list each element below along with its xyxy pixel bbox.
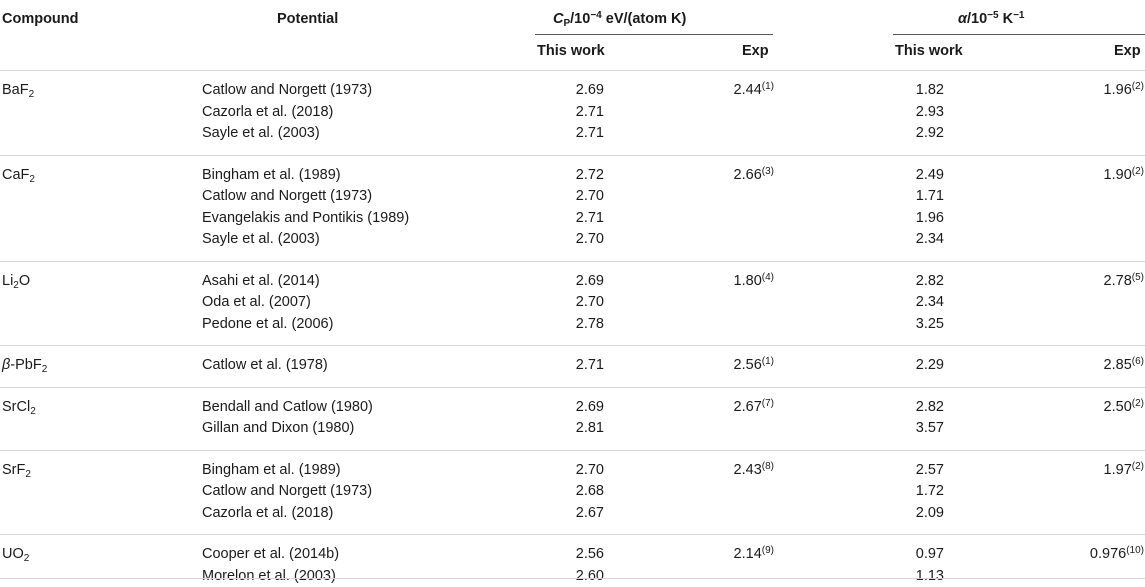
cp-this-work-cell: 2.67 xyxy=(530,503,604,525)
group-divider xyxy=(0,578,1145,579)
compound-cell: CaF2 xyxy=(2,165,35,187)
compound-cell: Li2O xyxy=(2,271,30,293)
group-divider xyxy=(0,345,1145,346)
cp-exp-cell: 2.14(9) xyxy=(700,544,774,566)
potential-cell: Evangelakis and Pontikis (1989) xyxy=(202,208,409,230)
alpha-this-work-cell: 1.72 xyxy=(880,481,944,503)
potential-cell: Catlow and Norgett (1973) xyxy=(202,186,372,208)
alpha-header-rule xyxy=(893,34,1145,35)
cp-this-work-cell: 2.68 xyxy=(530,481,604,503)
group-divider xyxy=(0,534,1145,535)
header-divider xyxy=(0,70,1145,71)
compound-cell: UO2 xyxy=(2,544,29,566)
compound-cell: SrF2 xyxy=(2,460,31,482)
alpha-exp-cell: 2.50(2) xyxy=(1040,397,1144,419)
potential-cell: Catlow and Norgett (1973) xyxy=(202,481,372,503)
group-divider xyxy=(0,155,1145,156)
alpha-exp-cell: 1.97(2) xyxy=(1040,460,1144,482)
alpha-this-work-cell: 2.49 xyxy=(880,165,944,187)
header-compound: Compound xyxy=(2,11,79,27)
potential-cell: Gillan and Dixon (1980) xyxy=(202,418,354,440)
alpha-this-work-cell: 2.82 xyxy=(880,271,944,293)
alpha-exp-cell: 0.976(10) xyxy=(1040,544,1144,566)
potential-cell: Bingham et al. (1989) xyxy=(202,460,341,482)
alpha-exp-cell: 2.85(6) xyxy=(1040,355,1144,377)
alpha-exp-cell: 2.78(5) xyxy=(1040,271,1144,293)
potential-cell: Cooper et al. (2014b) xyxy=(202,544,339,566)
cp-this-work-cell: 2.78 xyxy=(530,314,604,336)
potential-cell: Asahi et al. (2014) xyxy=(202,271,320,293)
potential-cell: Cazorla et al. (2018) xyxy=(202,102,333,124)
group-divider xyxy=(0,450,1145,451)
compound-cell: β-PbF2 xyxy=(2,355,47,377)
header-row-sub: This work Exp This work Exp xyxy=(0,36,1145,70)
group-divider xyxy=(0,261,1145,262)
cp-exp-cell: 2.66(3) xyxy=(700,165,774,187)
cp-this-work-cell: 2.72 xyxy=(530,165,604,187)
cp-this-work-cell: 2.56 xyxy=(530,544,604,566)
header-alpha: α/10−5 K−1 xyxy=(958,11,1024,27)
cp-this-work-cell: 2.69 xyxy=(530,397,604,419)
header-alpha-this-work: This work xyxy=(895,43,963,59)
potential-cell: Bingham et al. (1989) xyxy=(202,165,341,187)
alpha-this-work-cell: 1.13 xyxy=(880,566,944,587)
cp-this-work-cell: 2.71 xyxy=(530,355,604,377)
group-divider xyxy=(0,387,1145,388)
compound-cell: BaF2 xyxy=(2,80,34,102)
alpha-exp-cell: 1.96(2) xyxy=(1040,80,1144,102)
alpha-this-work-cell: 2.93 xyxy=(880,102,944,124)
cp-this-work-cell: 2.69 xyxy=(530,80,604,102)
cp-exp-cell: 2.44(1) xyxy=(700,80,774,102)
cp-exp-cell: 2.67(7) xyxy=(700,397,774,419)
cp-this-work-cell: 2.70 xyxy=(530,292,604,314)
header-potential: Potential xyxy=(277,11,338,27)
alpha-this-work-cell: 2.82 xyxy=(880,397,944,419)
alpha-exp-cell: 1.90(2) xyxy=(1040,165,1144,187)
potential-cell: Catlow and Norgett (1973) xyxy=(202,80,372,102)
potential-cell: Morelon et al. (2003) xyxy=(202,566,336,587)
header-cp-this-work: This work xyxy=(537,43,605,59)
alpha-this-work-cell: 0.97 xyxy=(880,544,944,566)
cp-this-work-cell: 2.71 xyxy=(530,102,604,124)
cp-this-work-cell: 2.69 xyxy=(530,271,604,293)
potential-cell: Bendall and Catlow (1980) xyxy=(202,397,373,419)
alpha-this-work-cell: 1.82 xyxy=(880,80,944,102)
potential-cell: Sayle et al. (2003) xyxy=(202,123,320,145)
cp-this-work-cell: 2.60 xyxy=(530,566,604,587)
potential-cell: Cazorla et al. (2018) xyxy=(202,503,333,525)
header-row-main: Compound Potential CP/10−4 eV/(atom K) α… xyxy=(0,0,1145,36)
cp-exp-cell: 2.56(1) xyxy=(700,355,774,377)
alpha-this-work-cell: 2.57 xyxy=(880,460,944,482)
potential-cell: Pedone et al. (2006) xyxy=(202,314,333,336)
alpha-this-work-cell: 2.34 xyxy=(880,292,944,314)
header-cp-exp: Exp xyxy=(742,43,769,59)
cp-exp-cell: 2.43(8) xyxy=(700,460,774,482)
alpha-this-work-cell: 1.96 xyxy=(880,208,944,230)
cp-this-work-cell: 2.71 xyxy=(530,123,604,145)
alpha-this-work-cell: 3.25 xyxy=(880,314,944,336)
alpha-this-work-cell: 2.09 xyxy=(880,503,944,525)
alpha-this-work-cell: 2.29 xyxy=(880,355,944,377)
potential-cell: Sayle et al. (2003) xyxy=(202,229,320,251)
cp-this-work-cell: 2.70 xyxy=(530,186,604,208)
header-cp: CP/10−4 eV/(atom K) xyxy=(553,11,686,27)
cp-exp-cell: 1.80(4) xyxy=(700,271,774,293)
potential-cell: Oda et al. (2007) xyxy=(202,292,311,314)
compound-cell: SrCl2 xyxy=(2,397,36,419)
header-alpha-exp: Exp xyxy=(1114,43,1141,59)
cp-this-work-cell: 2.81 xyxy=(530,418,604,440)
alpha-this-work-cell: 3.57 xyxy=(880,418,944,440)
alpha-this-work-cell: 2.92 xyxy=(880,123,944,145)
alpha-this-work-cell: 2.34 xyxy=(880,229,944,251)
cp-header-rule xyxy=(535,34,773,35)
cp-this-work-cell: 2.71 xyxy=(530,208,604,230)
cp-this-work-cell: 2.70 xyxy=(530,229,604,251)
alpha-this-work-cell: 1.71 xyxy=(880,186,944,208)
cp-this-work-cell: 2.70 xyxy=(530,460,604,482)
potential-cell: Catlow et al. (1978) xyxy=(202,355,328,377)
